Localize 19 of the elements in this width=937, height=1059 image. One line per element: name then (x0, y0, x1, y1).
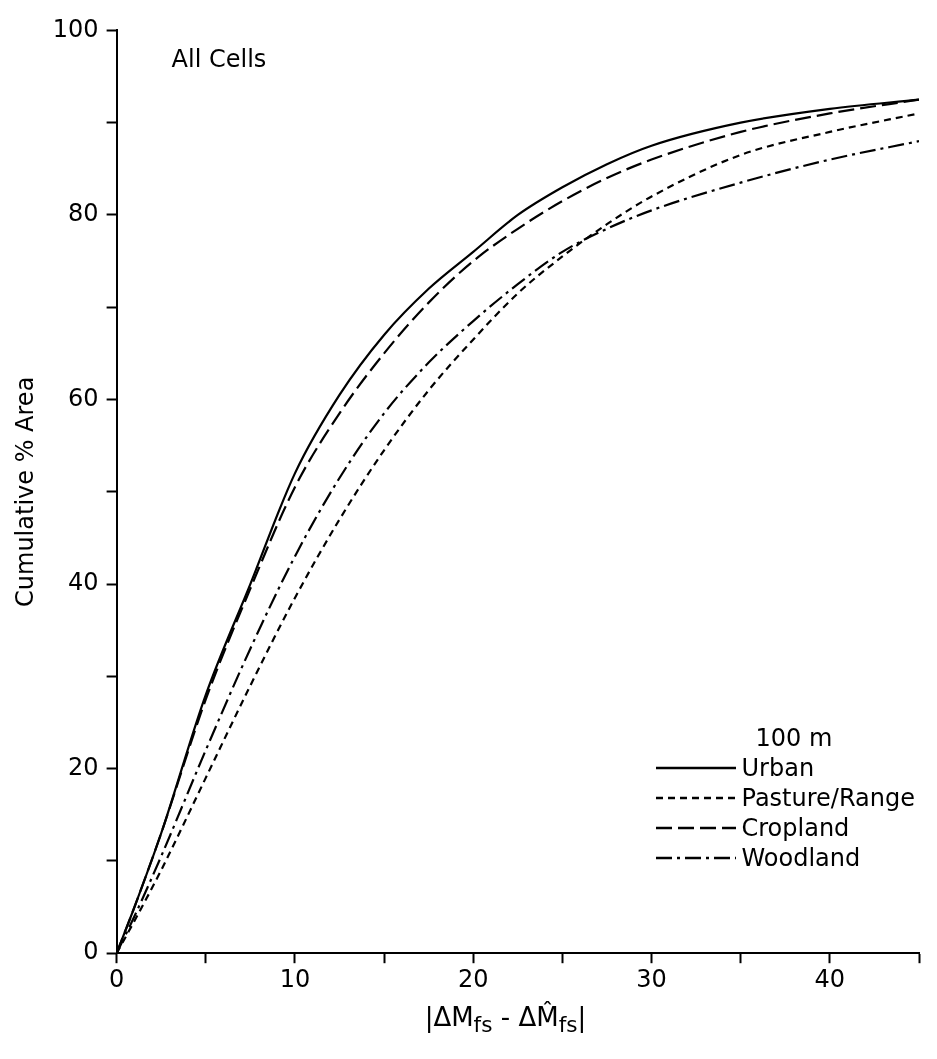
y-tick-label: 0 (83, 937, 99, 966)
x-tick-label: 0 (108, 964, 125, 993)
legend-label: Pasture/Range (741, 783, 915, 814)
y-axis-title: Cumulative % Area (10, 376, 39, 607)
y-tick-label: 60 (68, 383, 99, 412)
legend-title: 100 m (754, 723, 834, 754)
y-tick-label: 20 (68, 752, 99, 781)
annotation: All Cells (171, 44, 267, 73)
legend-label: Woodland (741, 843, 861, 874)
x-tick-label: 30 (636, 964, 667, 993)
x-tick-label: 40 (814, 964, 846, 993)
legend-label: Cropland (741, 813, 850, 844)
y-tick-label: 80 (68, 199, 99, 228)
x-axis-title: |ΔM$_{fs}$ - ΔM̂$_{fs}$| (423, 1002, 588, 1038)
x-tick-label: 10 (279, 964, 311, 993)
y-tick-label: 100 (52, 14, 99, 43)
x-tick-label: 20 (457, 964, 489, 993)
legend-label: Urban (741, 753, 815, 784)
y-tick-label: 40 (68, 568, 99, 597)
